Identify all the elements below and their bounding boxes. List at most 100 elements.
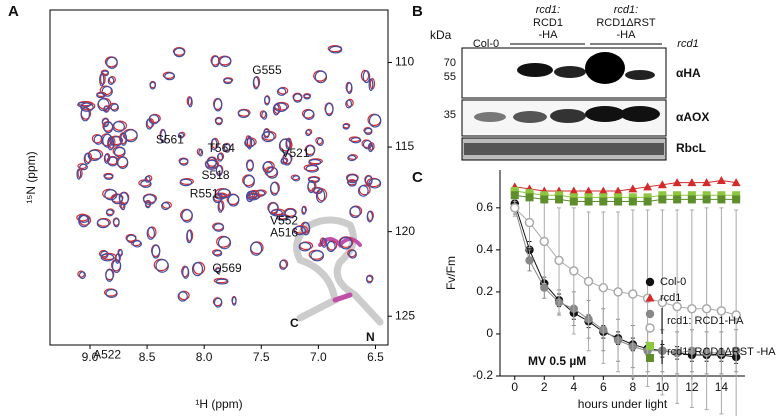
contour (303, 93, 311, 100)
contour (107, 156, 119, 167)
contour (101, 85, 113, 97)
contour (198, 148, 204, 157)
contour (155, 259, 169, 273)
contour (293, 225, 306, 236)
contour (103, 105, 110, 113)
contour (192, 261, 206, 275)
contour (148, 114, 160, 125)
contour (78, 214, 92, 226)
legend-marker (645, 293, 655, 302)
lane-label: Col-0 (473, 38, 499, 50)
x-axis-label: ¹H (ppm) (195, 397, 242, 411)
contour (107, 136, 116, 149)
marker-label: 55 (444, 71, 456, 83)
contour (319, 237, 327, 247)
contour (349, 206, 361, 219)
x-tick-label: 4 (570, 380, 577, 394)
contour (216, 153, 224, 162)
contour (368, 114, 382, 128)
series-line (514, 180, 737, 192)
point (701, 303, 712, 314)
contour (177, 132, 185, 139)
contour (347, 179, 357, 187)
point (702, 191, 711, 200)
point (702, 195, 711, 204)
contour (326, 240, 336, 253)
contour (118, 249, 123, 257)
y-tick-label: -0.2 (472, 368, 493, 382)
contour (78, 271, 86, 279)
point (643, 197, 652, 206)
y-tick-label: 0.4 (476, 242, 493, 256)
x-axis-label: hours under light (578, 397, 668, 411)
x-tick-label: 7.0 (310, 350, 327, 364)
contour (342, 123, 350, 130)
contour (144, 200, 151, 209)
contour (106, 56, 118, 69)
point (539, 236, 550, 247)
point (672, 178, 682, 187)
contour (213, 98, 223, 112)
contour (347, 154, 357, 162)
peak-label: A516 (270, 226, 298, 240)
contour (367, 142, 374, 153)
contour (316, 188, 328, 202)
legend-label: Col-0 (660, 276, 686, 288)
y-tick-label: 0 (486, 326, 493, 340)
contour (366, 210, 374, 223)
contour (79, 163, 88, 171)
contour (108, 75, 116, 84)
structure-label: C (290, 316, 299, 330)
point (687, 178, 697, 187)
point (555, 191, 564, 200)
point (525, 193, 534, 202)
contour (215, 267, 221, 274)
row-label: RbcL (676, 141, 706, 155)
contour (217, 188, 231, 199)
peak-label: R551 (190, 187, 219, 201)
contour (244, 137, 255, 148)
contour (279, 259, 288, 271)
point (672, 301, 682, 312)
contour (247, 190, 258, 199)
contour (149, 81, 156, 90)
point (614, 193, 623, 202)
point (569, 193, 578, 202)
contour (246, 135, 253, 150)
contour (103, 121, 114, 134)
contour (217, 200, 224, 213)
contour (227, 193, 240, 207)
contour (124, 129, 138, 143)
peak-label: A522 (93, 347, 121, 361)
contour (114, 253, 121, 264)
point (540, 283, 549, 292)
contour (187, 96, 193, 108)
point (510, 187, 519, 196)
contour (93, 134, 104, 145)
legend-marker (645, 277, 655, 287)
contour (249, 241, 263, 256)
point (524, 217, 535, 228)
peak-label: V521 (281, 146, 309, 160)
contour (113, 120, 128, 131)
y-tick-label: 0.6 (476, 200, 493, 214)
contour (277, 86, 289, 95)
lane-label: rcd1: (614, 4, 638, 16)
protein-structure (293, 216, 384, 326)
contour (259, 110, 267, 119)
contour (292, 93, 303, 103)
contour (119, 192, 129, 206)
point (628, 193, 637, 202)
structure-label: N (366, 330, 375, 344)
contour (305, 145, 316, 157)
bands (464, 43, 664, 155)
point (716, 176, 726, 185)
contour (305, 129, 312, 137)
contour (100, 253, 115, 262)
lane-label: RCD1ΔRST (596, 17, 656, 29)
contour (357, 184, 369, 197)
x-tick-label: 6.5 (367, 350, 384, 364)
y-tick-label: 125 (395, 308, 415, 322)
series-line (514, 207, 737, 354)
